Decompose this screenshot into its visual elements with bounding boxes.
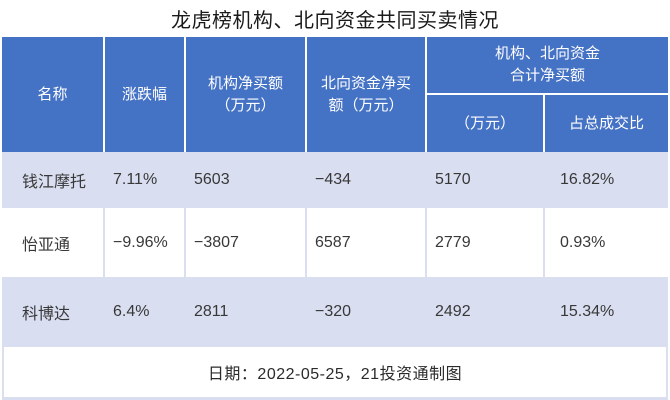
cell-stock-name: 钱江摩托 [2,152,103,208]
table-footer: 日期：2022-05-25，21投资通制图 [2,347,668,400]
cell-northbound-net-buy: −434 [307,152,425,208]
cell-institution-net-buy: −3807 [186,208,305,277]
cell-combined-amount: 2779 [427,208,543,277]
header-cell-northbound-net-buy: 北向资金净买 额（万元） [307,37,425,152]
header-cell-name: 名称 [2,37,103,152]
cell-stock-name: 怡亚通 [2,208,103,277]
header-cell-combined-amount: （万元） [427,95,543,152]
cell-stock-name: 科博达 [2,277,103,347]
cell-northbound-net-buy: 6587 [307,208,425,277]
header-cell-institution-net-buy: 机构净买额 （万元） [186,37,305,152]
cell-institution-net-buy: 2811 [186,277,305,347]
cell-northbound-net-buy: −320 [307,277,425,347]
table-row: 钱江摩托 7.11% 5603 −434 5170 16.82% [2,152,668,208]
cell-institution-net-buy: 5603 [186,152,305,208]
table-row: 怡亚通 −9.96% −3807 6587 2779 0.93% [2,208,668,277]
header-cell-change: 涨跌幅 [105,37,184,152]
cell-combined-ratio: 0.93% [545,208,668,277]
data-table: 名称 涨跌幅 机构净买额 （万元） 北向资金净买 额（万元） 机构、北向资金 合… [2,37,668,400]
cell-combined-amount: 2492 [427,277,543,347]
cell-combined-amount: 5170 [427,152,543,208]
cell-combined-ratio: 16.82% [545,152,668,208]
page-title: 龙虎榜机构、北向资金共同买卖情况 [171,10,499,32]
header-cell-combined-net-buy: 机构、北向资金 合计净买额 [427,37,668,93]
cell-change: 6.4% [105,277,184,347]
cell-change: 7.11% [105,152,184,208]
footer-caption: 日期：2022-05-25，21投资通制图 [207,366,463,383]
table-row: 科博达 6.4% 2811 −320 2492 15.34% [2,277,668,347]
header-cell-combined-ratio: 占总成交比 [545,95,668,152]
table-header: 名称 涨跌幅 机构净买额 （万元） 北向资金净买 额（万元） 机构、北向资金 合… [2,37,668,152]
cell-change: −9.96% [105,208,184,277]
cell-combined-ratio: 15.34% [545,277,668,347]
